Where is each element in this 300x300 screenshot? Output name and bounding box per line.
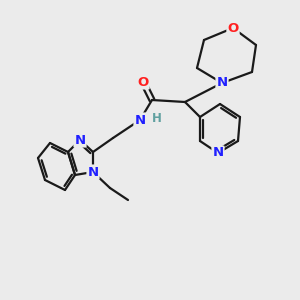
Text: O: O [137, 76, 148, 88]
Text: N: N [87, 166, 99, 178]
Text: N: N [74, 134, 86, 146]
Text: O: O [227, 22, 239, 34]
Text: H: H [152, 112, 162, 125]
Text: N: N [134, 113, 146, 127]
Text: N: N [212, 146, 224, 160]
Text: N: N [216, 76, 228, 89]
